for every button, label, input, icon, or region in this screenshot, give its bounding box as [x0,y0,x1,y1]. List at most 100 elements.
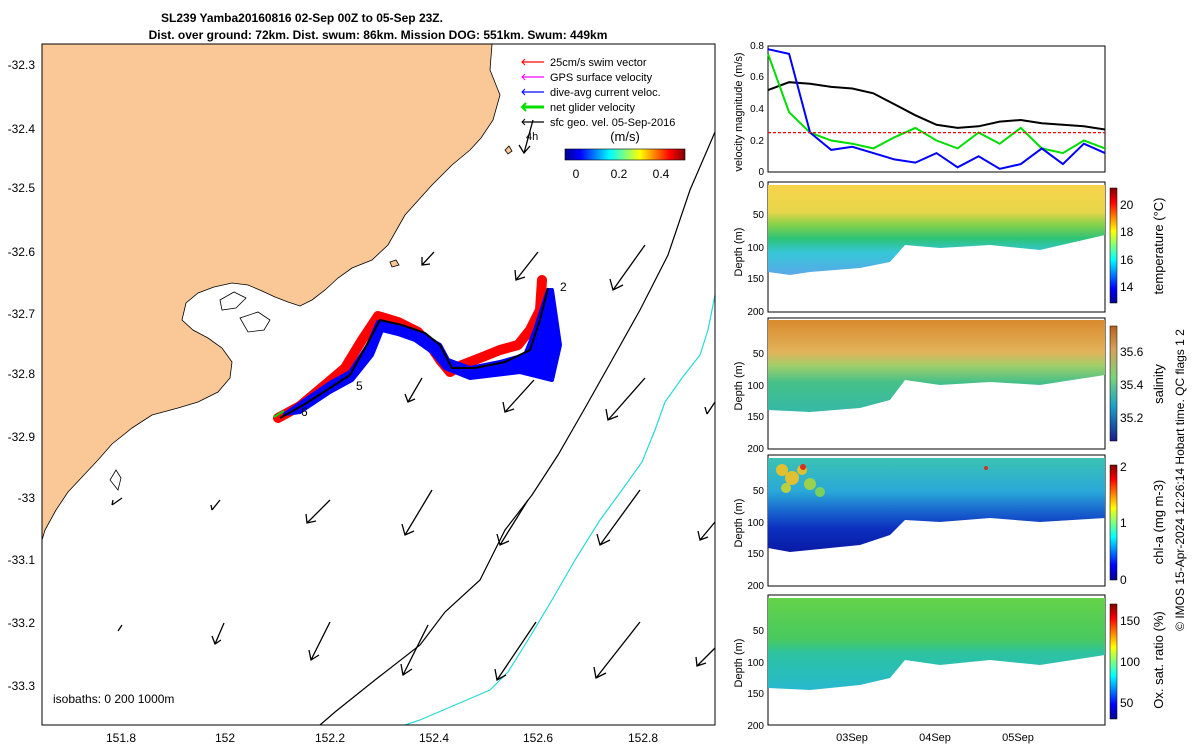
depth-tick: 200 [747,721,764,732]
geo-arrow [404,377,423,403]
map-estuary [239,311,271,333]
velocity-ylabel: velocity magnitude (m/s) [733,52,745,171]
x-tick: 152.2 [315,731,345,745]
y-tick: -32.9 [8,430,36,444]
title-line-2: Dist. over ground: 72km. Dist. swum: 86k… [149,28,608,42]
salinity-cb-label: salinity [1151,364,1166,404]
oxygen-cb-label: Ox. sat. ratio (%) [1151,611,1166,709]
y-tick: -32.5 [8,181,36,195]
depth-label: Depth (m) [733,362,745,411]
y-tick: -33 [18,491,36,505]
geo-arrow [305,499,331,524]
track-label-6: 6 [301,405,308,419]
velocity-series-1 [767,53,1106,155]
geo-arrow [111,497,123,506]
velocity-panel: velocity magnitude (m/s) 0 0.2 0.4 0.6 0… [733,41,1106,178]
geo-arrow [401,489,433,536]
depth-tick: 50 [753,486,765,497]
depth-tick: 150 [747,412,764,423]
cb-tick: 16 [1120,253,1134,267]
depth-tick: 100 [747,381,764,392]
geo-arrow [609,244,646,291]
chla-field [768,458,1105,552]
y-tick: -32.3 [8,58,36,72]
map-land [42,44,501,541]
x-tick: 152.6 [523,731,553,745]
legend-dive-avg: dive-avg current veloc. [550,87,661,99]
x-tick: 152.4 [419,731,449,745]
cb-tick: 2 [1120,460,1127,474]
salinity-colorbar [1109,325,1118,442]
oxygen-colorbar [1109,603,1118,720]
depth-tick: 200 [747,581,764,592]
cb-tick: 18 [1120,225,1134,239]
depth-tick: 50 [753,210,765,221]
vel-tick: 0.8 [750,41,764,52]
isobaths-label: isobaths: 0 200 1000m [53,692,174,706]
geo-arrow [308,621,331,662]
y-tick: -32.8 [8,367,36,381]
geo-arrow [502,379,535,413]
temperature-colorbar [1109,187,1118,304]
legend-net-velocity: net glider velocity [550,102,635,114]
depth-tick: 100 [747,658,764,669]
temperature-cb-label: temperature (°C) [1151,198,1166,295]
vel-tick: 0 [758,167,764,178]
geo-arrow [210,499,221,511]
depth-tick: 200 [747,307,764,318]
title-line-1: SL239 Yamba20160816 02-Sep 00Z to 05-Sep… [161,11,443,25]
depth-label: Depth (m) [733,639,745,688]
geo-arrow [593,621,641,679]
geo-arrow [496,499,529,546]
geo-arrow [400,624,429,677]
geo-arrow [514,251,539,281]
x-tick: 152.8 [628,731,658,745]
geo-velocity-arrows [111,119,716,682]
y-tick: -32.7 [8,307,36,321]
x-tick: 151.8 [106,731,136,745]
depth-label: Depth (m) [733,499,745,548]
glider-track: 2 5 6 [273,275,567,423]
map-cb-tick-2: 0.4 [653,167,670,181]
map-island [504,145,513,155]
map-island [389,259,400,268]
y-tick: -33.1 [8,553,36,567]
colorbar-title: (m/s) [610,129,640,144]
map-colorbar [564,148,686,161]
geo-arrow [704,401,716,415]
velocity-series-2 [767,48,1106,170]
map-y-ticks: -32.3 -32.4 -32.5 -32.6 -32.7 -32.8 -32.… [8,58,36,693]
depth-tick: 100 [747,518,764,529]
cb-tick: 35.2 [1120,411,1144,425]
geo-arrow [494,621,537,682]
section-oxygen: Depth (m) 50 100 150 200 50 100 150 Ox. … [733,594,1166,732]
x-tick: 152 [215,731,235,745]
depth-tick: 150 [747,549,764,560]
credit: © IMOS 15-Apr-2024 12:26:14 Hobart time.… [1173,329,1187,631]
vel-tick: 0.2 [750,136,764,147]
geo-arrow [605,377,646,421]
velocity-series-0 [767,81,1106,131]
vel-tick: 0.6 [750,72,764,83]
depth-tick: 50 [753,349,765,360]
y-tick: -32.6 [8,245,36,259]
depth-tick-top: 0 [758,180,764,191]
velocity-lines [767,48,1106,170]
oxygen-field [768,598,1105,690]
chla-colorbar [1109,464,1118,581]
depth-label: Depth (m) [733,228,745,277]
geo-arrow [117,624,123,632]
date-tick: 05Sep [1002,732,1034,744]
temperature-field [768,185,1105,275]
depth-tick: 200 [747,444,764,455]
glider-path [279,287,549,419]
cb-tick: 150 [1120,614,1140,628]
depth-tick: 150 [747,274,764,285]
y-tick: -33.3 [8,679,36,693]
date-ticks: 03Sep 04Sep 05Sep [836,732,1034,744]
legend-gps-velocity: GPS surface velocity [550,72,653,84]
map-frame [41,43,716,726]
cb-tick: 100 [1120,655,1140,669]
geo-arrow [421,251,435,266]
chla-patch [776,464,988,497]
